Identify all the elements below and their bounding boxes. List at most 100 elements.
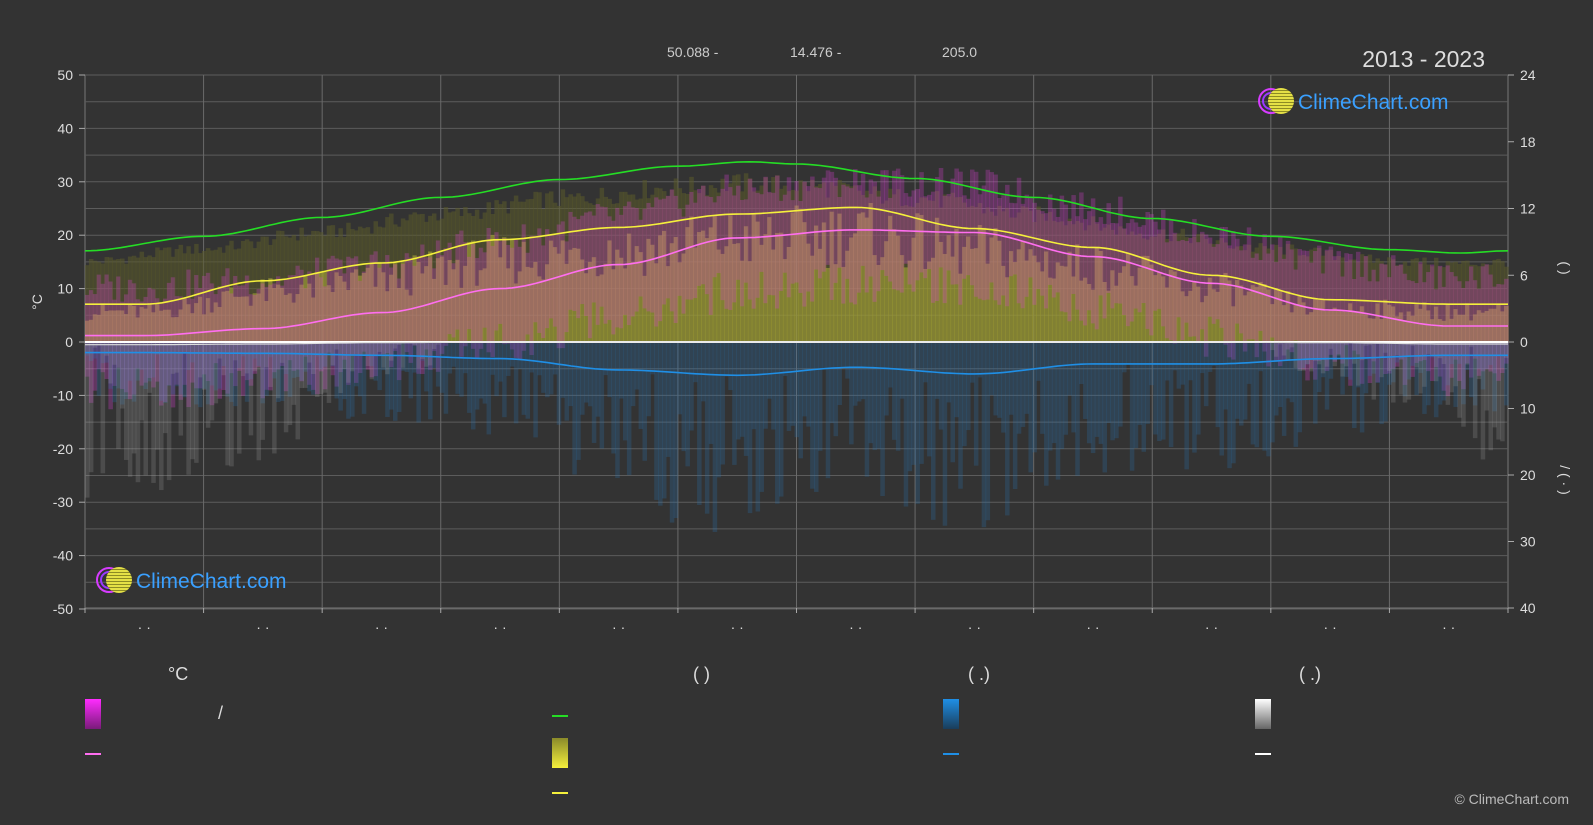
temperature-bar	[295, 265, 301, 370]
daylight-bar	[326, 225, 332, 342]
daylight-bar	[747, 178, 753, 342]
temperature-bar	[1110, 223, 1115, 309]
month-tick-label: · ·	[968, 619, 981, 635]
snow-bar	[100, 342, 106, 474]
snow-bar	[365, 342, 371, 367]
daylight-bar	[1235, 246, 1240, 342]
precipitation-bar	[1375, 342, 1380, 384]
right-lower-tick-label: 30	[1520, 534, 1536, 550]
precipitation-bar	[888, 342, 893, 388]
sunshine-bar	[860, 212, 866, 342]
temperature-bar	[521, 224, 527, 351]
snow-bar	[1453, 342, 1458, 387]
daylight-bar	[396, 226, 402, 342]
legend-temperature-title: °C	[168, 664, 189, 684]
temperature-bar	[677, 208, 683, 296]
daylight-bar	[1359, 254, 1365, 342]
temperature-bar	[837, 197, 842, 268]
temperature-bar	[1500, 284, 1505, 374]
precipitation-bar	[120, 342, 125, 405]
precipitation-bar	[1449, 342, 1455, 365]
snow-bar	[1496, 342, 1501, 440]
daylight-bar	[1071, 224, 1076, 342]
temperature-bar	[1235, 238, 1240, 324]
temperature-bar	[1036, 209, 1041, 290]
precipitation-bar	[1301, 342, 1306, 368]
sunshine-bar	[751, 213, 757, 342]
temperature-bar	[478, 247, 484, 349]
daylight-bar	[1094, 223, 1100, 342]
logo-bottom[interactable]: ClimeChart.com	[96, 567, 287, 597]
sunshine-bar	[1207, 277, 1213, 342]
left-tick-label: -30	[53, 494, 73, 510]
snow-bar	[205, 342, 211, 428]
right-upper-tick-label: 24	[1520, 67, 1536, 83]
snow-bar	[283, 342, 289, 433]
precipitation-bar	[225, 342, 230, 397]
temperature-bar	[619, 214, 624, 329]
sunshine-bar	[307, 283, 312, 342]
snow-bar	[1391, 342, 1396, 403]
temperature-bar	[1379, 263, 1384, 357]
precipitation-bar	[369, 342, 375, 367]
precipitation-bar	[1426, 342, 1431, 406]
temperature-bar	[303, 288, 308, 357]
sunshine-bar	[985, 263, 991, 342]
precipitation-bar	[775, 342, 780, 504]
precipitation-bar	[634, 342, 640, 390]
daylight-bar	[724, 191, 729, 342]
sunshine-bar	[1375, 303, 1380, 342]
precipitation-bar	[697, 342, 702, 506]
sunshine-bar	[424, 266, 429, 342]
snow-bar	[209, 342, 215, 421]
sunshine-bar	[283, 294, 289, 342]
sunshine-bar	[318, 272, 324, 342]
sunshine-bar	[92, 314, 98, 342]
snow-bar	[244, 342, 250, 374]
precipitation-bar	[665, 342, 671, 457]
temperature-bar	[962, 195, 967, 279]
daylight-bar	[700, 185, 706, 342]
temperature-bar	[1313, 251, 1318, 380]
sunshine-bar	[1422, 302, 1427, 342]
logo-top[interactable]: ClimeChart.com	[1258, 88, 1449, 118]
precipitation-bar	[1281, 342, 1287, 436]
daylight-bar	[369, 233, 375, 342]
sunshine-bar	[1289, 312, 1295, 342]
snow-bar	[346, 342, 351, 383]
snow-bar	[143, 342, 148, 476]
precipitation-bar	[743, 342, 749, 456]
sunshine-bar	[665, 266, 671, 342]
daylight-bar	[689, 176, 694, 342]
temperature-bar	[681, 216, 686, 314]
temperature-bar	[1348, 253, 1353, 386]
precipitation-bar	[498, 342, 503, 382]
daylight-bar	[853, 185, 858, 342]
sunshine-bar	[350, 272, 355, 342]
sunshine-bar	[1129, 276, 1135, 342]
temperature-bar	[1496, 283, 1501, 381]
temperature-bar	[435, 240, 441, 372]
sunshine-bar	[408, 295, 414, 342]
precipitation-bar	[1270, 342, 1275, 443]
sunshine-bar	[1379, 318, 1384, 342]
sunshine-bar	[782, 259, 788, 342]
sunshine-bar	[646, 238, 651, 342]
daylight-bar	[817, 184, 823, 342]
daylight-bar	[1414, 258, 1419, 342]
sunshine-bar	[934, 217, 940, 342]
temperature-bar	[1040, 211, 1045, 296]
snow-bar	[369, 342, 375, 380]
daylight-bar	[299, 227, 304, 342]
right-lower-axis-label: / ( · )	[1557, 465, 1573, 495]
temperature-bar	[977, 194, 983, 299]
daylight-bar	[244, 239, 250, 342]
precipitation-bar	[767, 342, 772, 399]
temperature-bar	[537, 228, 542, 333]
precipitation-bar	[739, 342, 745, 437]
sunshine-bar	[506, 268, 511, 342]
precipitation-bar	[942, 342, 948, 526]
temperature-bar	[860, 173, 866, 266]
precipitation-bar	[626, 342, 632, 476]
daylight-bar	[1063, 225, 1069, 342]
